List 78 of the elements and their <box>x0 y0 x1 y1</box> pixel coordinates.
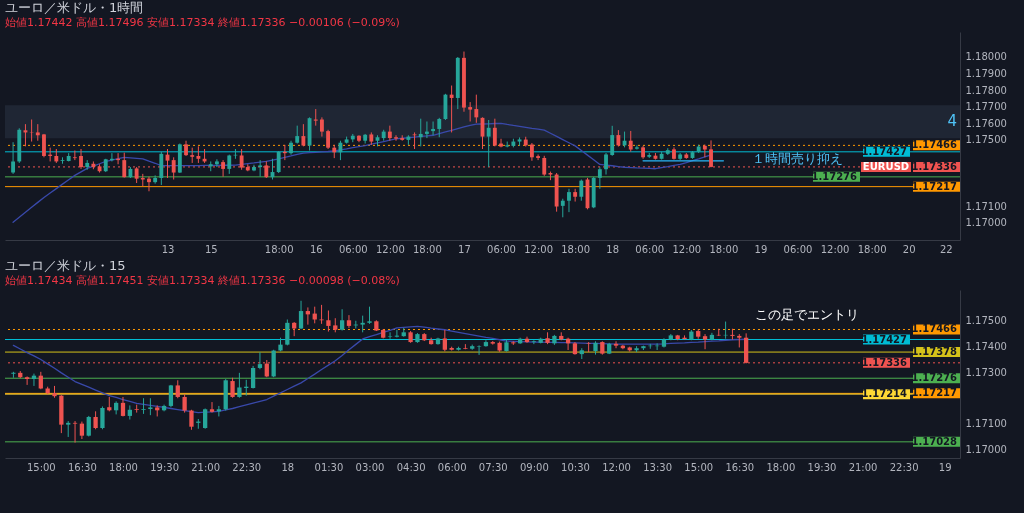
x-tick-label: 04:30 <box>396 461 426 473</box>
annotation: この足でエントリ <box>755 307 860 323</box>
x-tick-label: 06:00 <box>635 243 665 255</box>
x-tick-label: 15 <box>204 243 218 255</box>
x-tick-label: 18 <box>281 461 295 473</box>
y-tick-label: 1.17800 <box>965 84 1007 96</box>
x-tick-label: 22:30 <box>889 461 919 473</box>
x-tick-label: 21:00 <box>191 461 221 473</box>
x-tick-label: 19 <box>754 243 768 255</box>
x-tick-label: 22:30 <box>232 461 262 473</box>
chart-title: ユーロ／米ドル・1時間 <box>5 0 144 15</box>
x-tick-label: 18:00 <box>561 243 591 255</box>
chart-subtitle: 始値1.17442 高値1.17496 安値1.17334 終値1.17336 −0.00106 (−0.09%) <box>5 16 400 29</box>
chart-title: ユーロ／米ドル・15 <box>5 258 126 273</box>
ref-line-label: 1.17378 <box>911 346 958 358</box>
x-tick-label: 03:00 <box>355 461 385 473</box>
x-tick-label: 06:00 <box>783 243 813 255</box>
x-tick-label: 06:00 <box>487 243 516 255</box>
x-tick-label: 18:00 <box>264 243 294 255</box>
y-tick-label: 1.18000 <box>965 51 1007 63</box>
y-tick-label: 1.17500 <box>965 134 1007 146</box>
y-tick-label: 1.17000 <box>965 443 1007 455</box>
annotation: １時間売り抑え <box>752 150 844 166</box>
y-tick-label: 1.17100 <box>965 200 1007 212</box>
x-tick-label: 18:00 <box>413 243 442 255</box>
x-tick-label: 12:00 <box>820 243 850 255</box>
x-tick-label: 12:00 <box>524 243 553 255</box>
x-tick-label: 06:00 <box>437 461 467 473</box>
x-tick-label: 18:00 <box>709 243 739 255</box>
ref-line-label: 1.17336 <box>861 356 908 368</box>
x-tick-label: 16:30 <box>725 461 755 473</box>
ref-line-label: 1.17217 <box>911 387 958 399</box>
x-tick-label: 18:00 <box>766 461 796 473</box>
annotation: 4 <box>947 112 958 131</box>
x-tick-label: 12:00 <box>375 243 405 255</box>
x-tick-label: 10:30 <box>561 461 590 473</box>
y-tick-label: 1.17000 <box>965 217 1007 229</box>
x-tick-label: 20 <box>902 243 916 255</box>
x-tick-label: 13:30 <box>643 461 673 473</box>
x-tick-label: 16:30 <box>67 461 97 473</box>
y-tick-label: 1.17100 <box>965 417 1007 429</box>
ref-line-label: 1.17028 <box>911 435 958 447</box>
x-tick-label: 19:30 <box>807 461 837 473</box>
x-tick-label: 22 <box>939 243 953 255</box>
x-tick-label: 18:00 <box>109 461 138 473</box>
y-tick-label: 1.17500 <box>965 315 1007 327</box>
ref-line-label: 1.17427 <box>861 333 908 345</box>
x-tick-label: 18:00 <box>857 243 887 255</box>
ref-line-label: 1.17214 <box>861 388 908 400</box>
x-tick-label: 19:30 <box>150 461 179 473</box>
ref-line-label: 1.17466 <box>911 323 958 335</box>
y-tick-label: 1.17900 <box>965 67 1007 79</box>
y-tick-label: 1.17400 <box>965 340 1007 352</box>
x-tick-label: 12:00 <box>602 461 631 473</box>
ref-line-label: 1.17466 <box>911 139 958 151</box>
y-tick-label: 1.17700 <box>965 101 1007 113</box>
x-tick-label: 15:00 <box>684 461 714 473</box>
ref-line-label: 1.17427 <box>861 145 908 157</box>
x-tick-label: 21:00 <box>848 461 878 473</box>
ref-line-label: 1.17217 <box>911 180 958 192</box>
ref-line-label: 1.17276 <box>811 170 858 182</box>
x-tick-label: 15:00 <box>26 461 56 473</box>
y-tick-label: 1.17300 <box>965 366 1007 378</box>
y-tick-label: 1.17600 <box>965 117 1007 129</box>
chart-subtitle: 始値1.17434 高値1.17451 安値1.17334 終値1.17336 −0.00098 (−0.08%) <box>5 274 400 287</box>
x-tick-label: 16 <box>309 243 323 255</box>
annotation: EURUSD <box>862 160 910 172</box>
x-tick-label: 13 <box>161 243 175 255</box>
x-tick-label: 06:00 <box>338 243 368 255</box>
x-tick-label: 09:00 <box>519 461 549 473</box>
x-tick-label: 19 <box>938 461 952 473</box>
x-tick-label: 12:00 <box>672 243 702 255</box>
ref-line-label: 1.17336 <box>911 160 958 172</box>
x-tick-label: 01:30 <box>314 461 344 473</box>
ref-line-label: 1.17276 <box>911 372 958 384</box>
x-tick-label: 18 <box>606 243 620 255</box>
x-tick-label: 17 <box>458 243 471 255</box>
x-tick-label: 07:30 <box>478 461 508 473</box>
